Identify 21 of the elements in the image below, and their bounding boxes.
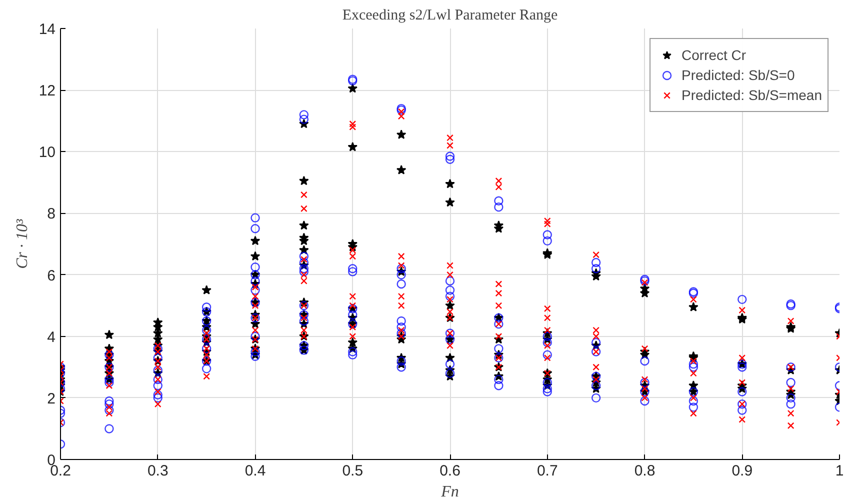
y-tick-label: 10	[38, 144, 56, 162]
y-tick-label: 12	[38, 82, 56, 100]
x-tick-label: 0.8	[634, 462, 656, 480]
x-tick-label: 0.6	[440, 462, 460, 480]
y-axis-title: Cr · 10³	[14, 218, 31, 269]
legend-label: Predicted: Sb/S=0	[682, 66, 795, 84]
x-tick-label: 0.5	[342, 462, 364, 480]
x-axis-title: Fn	[440, 484, 459, 500]
x-tick-label: 1	[835, 462, 844, 480]
y-tick-label: 2	[47, 390, 56, 408]
y-tick-label: 4	[47, 328, 56, 346]
legend-label: Predicted: Sb/S=mean	[682, 86, 822, 104]
y-tick-label: 8	[47, 206, 56, 223]
y-tick-label: 6	[47, 267, 56, 284]
x-tick-label: 0.9	[732, 462, 753, 480]
y-tick-label: 14	[38, 21, 56, 38]
x-tick-label: 0.4	[244, 462, 266, 480]
x-tick-label: 0.7	[536, 462, 558, 480]
chart-title: Exceeding s2/Lwl Parameter Range	[342, 8, 558, 24]
legend-label: Correct Cr	[682, 46, 746, 64]
x-tick-label: 0.3	[147, 462, 168, 480]
